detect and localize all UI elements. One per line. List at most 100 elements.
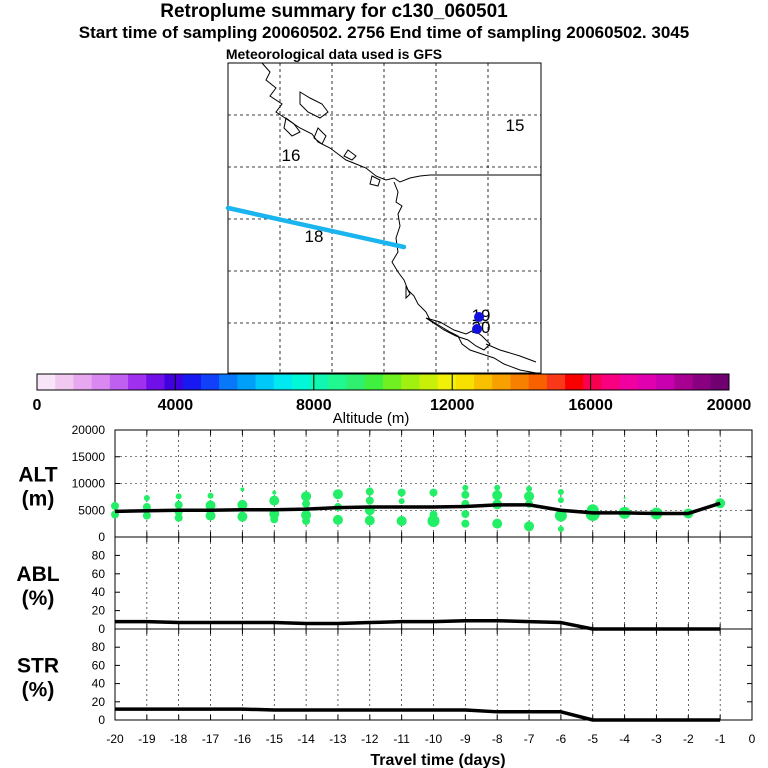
x-tick-label: -20	[106, 732, 124, 746]
altitude-dot	[461, 519, 470, 528]
colorbar-swatch	[291, 374, 311, 390]
altitude-dot	[557, 489, 564, 496]
colorbar-swatch	[419, 374, 439, 390]
colorbar-swatch	[656, 374, 675, 390]
x-tick-label: -5	[587, 732, 598, 746]
altitude-dot	[272, 490, 277, 495]
trajectory-label: 16	[282, 146, 301, 165]
met-data-subtitle: Meteorological data used is GFS	[225, 46, 443, 62]
trajectory-label: 15	[506, 116, 525, 135]
altitude-dot	[301, 491, 312, 502]
altitude-dot	[332, 514, 343, 525]
x-tick-label: -8	[492, 732, 503, 746]
colorbar-swatch	[73, 374, 93, 390]
colorbar-swatch	[37, 374, 56, 390]
colorbar-swatch	[492, 374, 511, 390]
y-tick-label: 20	[92, 604, 106, 618]
y-tick-label: 40	[92, 677, 106, 691]
str-line	[115, 707, 721, 722]
altitude-dot	[524, 521, 535, 532]
altitude-dot	[492, 518, 503, 529]
altitude-dot	[240, 487, 245, 492]
altitude-dot	[364, 515, 375, 526]
colorbar-swatch	[383, 374, 402, 390]
altitude-dot	[623, 496, 626, 499]
x-tick-label: -6	[556, 732, 567, 746]
y-tick-label: 0	[98, 713, 105, 727]
colorbar-swatch	[200, 374, 220, 390]
y-axis-unit: (%)	[22, 679, 55, 702]
altitude-dot	[557, 497, 564, 504]
x-tick-label: -3	[651, 732, 662, 746]
colorbar-swatch	[619, 374, 639, 390]
x-tick-label: -16	[234, 732, 252, 746]
colorbar-swatch	[109, 374, 129, 390]
altitude-dot	[142, 511, 151, 520]
colorbar-swatch	[583, 374, 603, 390]
altitude-dot	[332, 489, 343, 500]
altitude-colorbar: 0 4000 8000 12000 16000 20000 Altitude (m)	[33, 373, 752, 427]
altitude-dot	[174, 500, 183, 509]
trajectory-path	[225, 205, 407, 250]
x-tick-label: -15	[266, 732, 284, 746]
y-tick-label: 0	[98, 622, 105, 636]
colorbar-swatch	[364, 374, 384, 390]
colorbar-swatch	[219, 374, 238, 390]
y-tick-label: 5000	[78, 503, 105, 517]
colorbar-label: Altitude (m)	[333, 410, 410, 427]
abl-line	[115, 618, 721, 631]
altitude-dot	[397, 488, 406, 497]
x-tick-label: -2	[683, 732, 694, 746]
x-axis-label: Travel time (days)	[370, 752, 505, 768]
colorbar-swatch	[546, 374, 566, 390]
colorbar-swatch	[182, 374, 202, 390]
colorbar-tick-label: 16000	[568, 397, 613, 414]
x-tick-label: -7	[524, 732, 535, 746]
altitude-dot	[462, 484, 469, 491]
colorbar-swatch	[164, 374, 184, 390]
colorbar-frame	[36, 373, 730, 391]
x-tick-label: 0	[749, 732, 756, 746]
y-tick-label: 80	[92, 640, 106, 654]
colorbar-swatch	[401, 374, 420, 390]
colorbar-swatch	[146, 374, 165, 390]
x-tick-label: -10	[425, 732, 443, 746]
colorbar-swatch	[273, 374, 293, 390]
colorbar-swatch	[455, 374, 475, 390]
altitude-dot	[270, 515, 279, 524]
chart-title: Retroplume summary for c130_060501	[160, 1, 508, 22]
x-tick-label: -19	[138, 732, 156, 746]
colorbar-swatch	[55, 374, 74, 390]
colorbar-swatch	[601, 374, 621, 390]
y-tick-label: 60	[92, 567, 106, 581]
altitude-dot	[365, 496, 374, 505]
median-altitude-line	[114, 501, 721, 516]
colorbar-tick-label: 20000	[707, 397, 752, 414]
altitude-dot	[554, 509, 567, 522]
altitude-dot	[301, 510, 312, 521]
y-tick-label: 15000	[72, 450, 106, 464]
y-tick-label: 0	[98, 530, 105, 544]
sampling-time-subtitle: Start time of sampling 20060502. 2756 En…	[78, 23, 690, 42]
colorbar-swatch	[674, 374, 694, 390]
altitude-dot	[427, 514, 440, 527]
altitude-dot	[143, 494, 150, 501]
x-tick-label: -14	[297, 732, 315, 746]
altitude-dot	[557, 525, 564, 532]
altitude-dot	[205, 510, 216, 521]
x-tick-label: -11	[393, 732, 410, 746]
colorbar-swatch	[710, 374, 730, 390]
coastline	[261, 62, 541, 374]
altitude-dot	[365, 487, 374, 496]
altitude-dot	[398, 498, 405, 505]
altitude-dot	[494, 484, 501, 491]
altitude-dot	[302, 516, 311, 525]
y-axis-label: STR	[17, 655, 59, 678]
time-series-panels: 05000100001500020000ALT(m)020406080ABL(%…	[16, 423, 755, 768]
altitude-dot	[237, 499, 248, 510]
altitude-dot	[207, 492, 214, 499]
colorbar-swatch	[565, 374, 584, 390]
altitude-dot	[111, 501, 119, 510]
